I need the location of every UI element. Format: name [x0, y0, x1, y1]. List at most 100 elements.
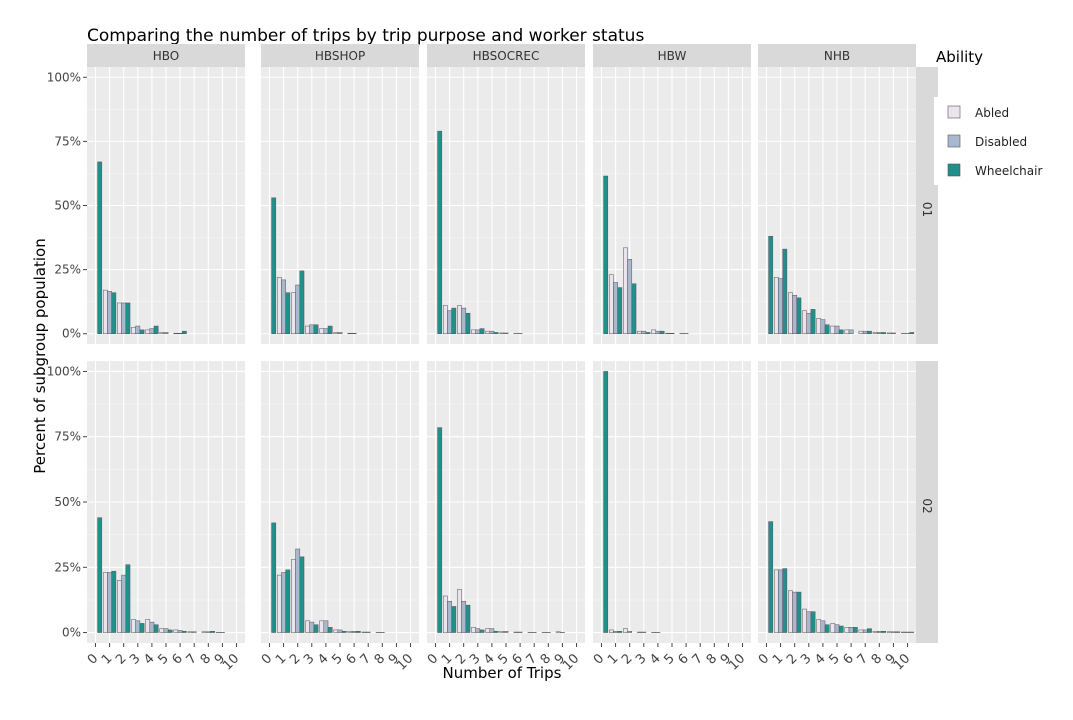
bar	[295, 284, 301, 334]
bar	[451, 307, 457, 334]
bar	[313, 324, 319, 334]
bar	[858, 629, 864, 633]
bar	[205, 631, 211, 633]
bar	[641, 631, 647, 633]
bar	[299, 270, 305, 334]
bar	[802, 310, 807, 334]
bar	[457, 305, 462, 334]
bar	[117, 302, 122, 334]
bar	[788, 590, 793, 633]
x-tick-label: 7	[184, 651, 200, 667]
y-tick-label: 0%	[62, 327, 81, 341]
bar	[461, 600, 467, 633]
column-strip	[261, 44, 419, 67]
bar	[778, 569, 783, 633]
x-tick-label: 3	[633, 651, 649, 667]
y-tick-label: 75%	[54, 430, 81, 444]
bar	[201, 631, 207, 633]
bar	[333, 332, 339, 334]
x-tick-label: 0	[259, 651, 275, 667]
x-tick-label: 5	[155, 651, 171, 667]
x-tick-label: 7	[855, 651, 871, 667]
bar	[810, 309, 816, 334]
legend-title: Ability	[936, 48, 983, 66]
bar	[173, 629, 179, 633]
y-tick-label: 50%	[54, 495, 81, 509]
row-strip	[916, 361, 938, 643]
legend-entry-label: Disabled	[975, 135, 1027, 149]
legend: Ability Abled Disabled Wheelchair	[934, 48, 1052, 185]
bar	[163, 628, 169, 633]
bar	[471, 627, 476, 633]
bar	[489, 330, 495, 334]
bar	[637, 631, 642, 633]
bar	[291, 559, 296, 633]
bar	[305, 620, 310, 633]
y-tick-label: 0%	[62, 626, 81, 640]
y-tick-label: 50%	[54, 199, 81, 213]
bar	[788, 292, 793, 334]
bar	[187, 631, 193, 633]
x-axis-label: Number of Trips	[443, 664, 562, 682]
bar	[333, 629, 339, 633]
bar	[768, 236, 774, 334]
bar	[641, 330, 647, 334]
bar	[305, 325, 310, 334]
x-tick-label: 10	[891, 651, 913, 673]
y-tick-label: 100%	[47, 364, 81, 378]
bar	[820, 620, 826, 633]
bar	[886, 332, 892, 334]
bar	[623, 247, 628, 334]
x-tick-label: 6	[675, 651, 691, 667]
bar	[271, 522, 277, 633]
bar	[872, 631, 878, 633]
bar	[351, 631, 357, 633]
row-strip-label: 02	[920, 498, 934, 513]
bar	[457, 589, 462, 633]
bar	[465, 604, 471, 633]
bar	[773, 569, 779, 633]
bar	[313, 624, 319, 633]
legend-entry-label: Wheelchair	[975, 164, 1042, 178]
bar	[97, 161, 103, 334]
x-tick-label: 0	[591, 651, 607, 667]
bar	[451, 606, 457, 633]
bar	[135, 325, 141, 334]
bar	[485, 628, 491, 633]
bar	[163, 332, 169, 334]
bar	[139, 623, 145, 633]
bar	[891, 332, 896, 334]
bar	[806, 611, 812, 633]
column-strip	[758, 44, 916, 67]
bar	[319, 328, 325, 334]
y-tick-label: 25%	[54, 263, 81, 277]
bar	[131, 619, 136, 633]
bar	[820, 319, 826, 334]
bar	[149, 328, 155, 334]
y-tick-label: 100%	[47, 70, 81, 84]
bar	[844, 329, 850, 334]
bar	[319, 620, 325, 633]
bar	[271, 197, 277, 334]
bar	[125, 302, 131, 334]
bar	[838, 329, 844, 334]
column-strip-label: HBSHOP	[315, 49, 365, 63]
bar	[782, 248, 788, 334]
bar	[173, 332, 179, 334]
bar	[627, 259, 633, 334]
bar	[830, 623, 836, 633]
bar	[834, 325, 840, 334]
bar	[909, 332, 915, 334]
bar	[485, 330, 491, 334]
x-tick-label: 2	[784, 651, 800, 667]
x-tick-label: 0	[756, 651, 772, 667]
x-tick-label: 7	[690, 651, 706, 667]
bar	[792, 591, 798, 633]
column-strip-label: HBW	[658, 49, 687, 63]
bar	[834, 624, 840, 633]
bar	[848, 329, 854, 334]
column-strip	[427, 44, 585, 67]
bar	[876, 631, 882, 633]
